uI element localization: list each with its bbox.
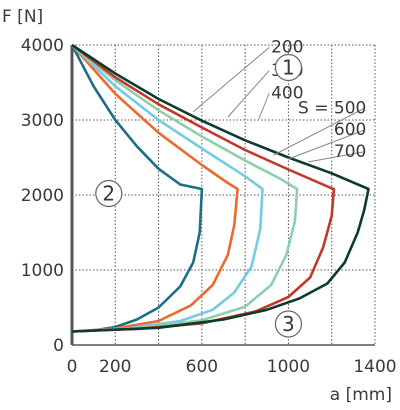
series-label: 700 (334, 142, 366, 162)
series-line (71, 43, 299, 333)
series-label: 200 (271, 38, 303, 58)
series-label: 400 (271, 83, 303, 103)
callout-line (192, 47, 270, 113)
x-tick-label: 1400 (353, 357, 396, 377)
y-tick-label: 3000 (21, 111, 64, 131)
region-marker (274, 53, 303, 82)
grid (72, 44, 376, 345)
callout-line (257, 93, 270, 121)
series-line (71, 44, 264, 333)
series-label: S = 500 (298, 98, 366, 118)
region-marker (95, 179, 123, 208)
region-marker-label: 1 (282, 56, 295, 80)
x-tick-label: 200 (99, 357, 131, 377)
series-line (71, 44, 239, 333)
y-axis-label: F [N] (2, 7, 43, 27)
y-tick-label: 1000 (21, 261, 64, 281)
series-line (71, 43, 370, 333)
callout-line (307, 151, 365, 163)
series-lines (70, 43, 370, 333)
x-tick-label: 600 (186, 357, 218, 377)
region-marker-label: 2 (102, 182, 115, 206)
region-annotations: 1 2 3 (95, 53, 303, 338)
x-tick-label: 1000 (267, 357, 310, 377)
region-marker-label: 3 (282, 312, 295, 336)
callout-line (227, 70, 270, 118)
callout-line (273, 107, 365, 156)
x-axis-label: a [mm] (330, 385, 392, 405)
y-tick-label: 4000 (21, 36, 64, 56)
y-tick-label: 2000 (21, 186, 64, 206)
x-tick-label: 0 (67, 357, 78, 377)
series-label: 600 (334, 120, 366, 140)
series-line (70, 44, 204, 333)
y-tick-label: 0 (53, 336, 64, 356)
region-marker (274, 310, 303, 338)
callout-line (288, 129, 365, 160)
